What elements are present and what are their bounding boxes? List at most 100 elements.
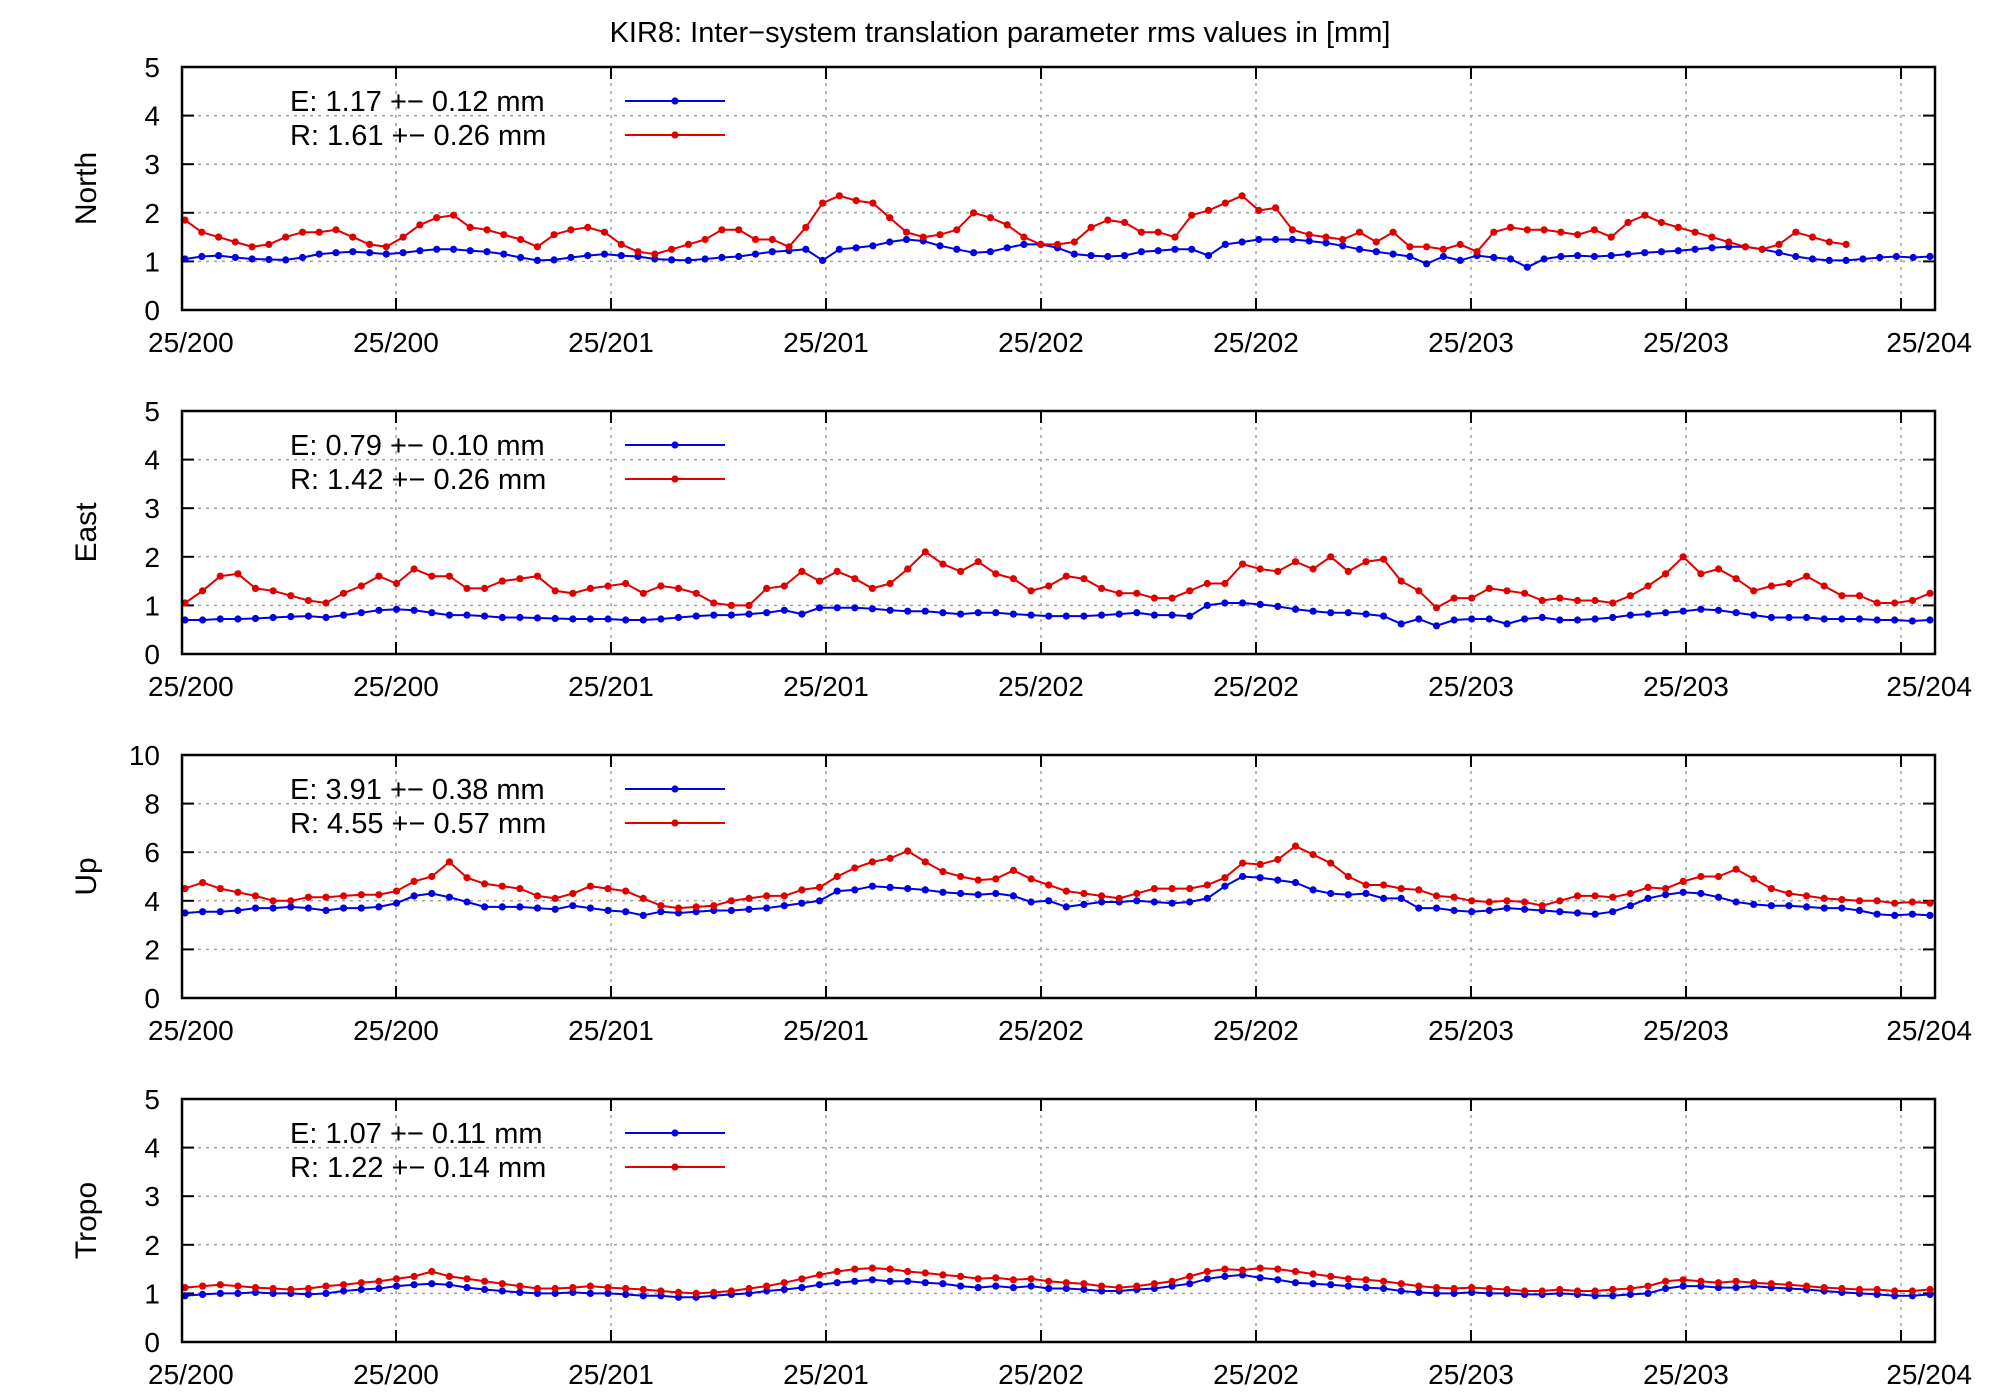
data-point: [304, 904, 312, 912]
data-point: [1607, 252, 1615, 260]
data-point: [1644, 582, 1652, 590]
data-point: [463, 898, 471, 906]
data-point: [710, 611, 718, 619]
data-point: [1362, 889, 1370, 898]
y-tick-label: 0: [144, 295, 160, 326]
data-point: [600, 228, 609, 236]
data-point: [819, 256, 827, 264]
y-tick-label: 2: [144, 542, 160, 573]
data-point: [533, 614, 542, 622]
data-point: [763, 584, 771, 593]
data-point: [992, 1274, 1000, 1282]
data-point: [851, 886, 859, 894]
data-point: [1020, 240, 1028, 248]
data-point: [1609, 613, 1617, 622]
series-line-e: [185, 602, 1931, 627]
data-point: [216, 572, 224, 580]
data-point: [516, 613, 524, 622]
data-point: [1415, 1282, 1423, 1290]
data-point: [1785, 889, 1793, 898]
data-point: [1070, 250, 1078, 258]
y-tick-label: 5: [144, 52, 160, 83]
data-point: [1203, 601, 1211, 610]
data-point: [1926, 252, 1934, 261]
data-point: [1168, 885, 1176, 893]
data-point: [815, 1281, 824, 1289]
data-point: [785, 243, 793, 251]
data-point: [622, 908, 630, 916]
data-point: [1274, 855, 1282, 864]
data-point: [692, 612, 700, 620]
data-point: [1808, 233, 1817, 241]
data-point: [269, 1284, 277, 1293]
data-point: [322, 893, 330, 901]
data-point: [322, 906, 330, 915]
data-point: [604, 582, 612, 590]
data-point: [657, 902, 665, 910]
data-point: [657, 582, 665, 590]
data-point: [1503, 620, 1511, 628]
data-point: [904, 1267, 912, 1276]
data-point: [1305, 231, 1313, 239]
data-point: [974, 1275, 982, 1283]
x-tick-label: 25/204: [1886, 327, 1972, 358]
data-point: [684, 256, 693, 264]
data-point: [1842, 256, 1850, 264]
data-point: [1803, 1282, 1811, 1290]
data-point: [551, 1284, 559, 1293]
x-tick-label: 25/202: [1213, 1359, 1299, 1390]
data-point: [1503, 587, 1511, 595]
data-point: [1309, 1270, 1317, 1278]
data-point: [1003, 221, 1011, 229]
legend-label-r: R: 4.55 +− 0.57 mm: [290, 808, 546, 840]
data-point: [1432, 904, 1441, 912]
data-point: [727, 897, 736, 905]
data-point: [1714, 872, 1723, 881]
data-point: [366, 240, 374, 248]
data-point: [1490, 253, 1498, 262]
legend-label-r: R: 1.22 +− 0.14 mm: [290, 1152, 546, 1184]
data-point: [1115, 1284, 1123, 1292]
data-point: [1020, 233, 1028, 241]
x-tick-label: 25/202: [998, 327, 1084, 358]
data-point: [1087, 223, 1095, 231]
data-point: [869, 199, 877, 207]
data-point: [1204, 252, 1213, 260]
data-point: [1662, 1277, 1670, 1285]
data-point: [1238, 192, 1246, 200]
data-point: [1838, 904, 1846, 912]
data-point: [1591, 596, 1599, 605]
data-point: [1538, 596, 1546, 605]
data-point: [1045, 1277, 1053, 1285]
data-point: [815, 604, 824, 612]
data-point: [216, 908, 224, 916]
data-point: [269, 587, 277, 595]
data-point: [1556, 594, 1564, 602]
data-point: [199, 587, 207, 595]
data-point: [1291, 879, 1300, 887]
data-point: [1679, 888, 1687, 896]
data-point: [902, 235, 911, 244]
data-point: [819, 199, 827, 207]
data-point: [1121, 218, 1129, 227]
data-point: [1188, 245, 1196, 253]
y-tick-label: 0: [144, 983, 160, 1014]
data-point: [727, 601, 736, 610]
data-point: [780, 582, 788, 590]
data-point: [1150, 611, 1158, 619]
legend-label-r: R: 1.61 +− 0.26 mm: [290, 120, 546, 152]
x-tick-label: 25/201: [783, 327, 869, 358]
data-point: [634, 248, 642, 256]
data-point: [639, 589, 647, 597]
data-point: [1679, 877, 1687, 886]
data-point: [1415, 1288, 1423, 1296]
data-point: [1098, 611, 1106, 619]
data-point: [1432, 604, 1441, 612]
data-point: [234, 1282, 242, 1290]
data-point: [1573, 616, 1582, 624]
x-tick-label: 25/202: [1213, 327, 1299, 358]
plot-frame: [180, 65, 1937, 312]
data-point: [586, 1282, 595, 1290]
data-point: [498, 1287, 506, 1295]
data-point: [1221, 874, 1229, 882]
